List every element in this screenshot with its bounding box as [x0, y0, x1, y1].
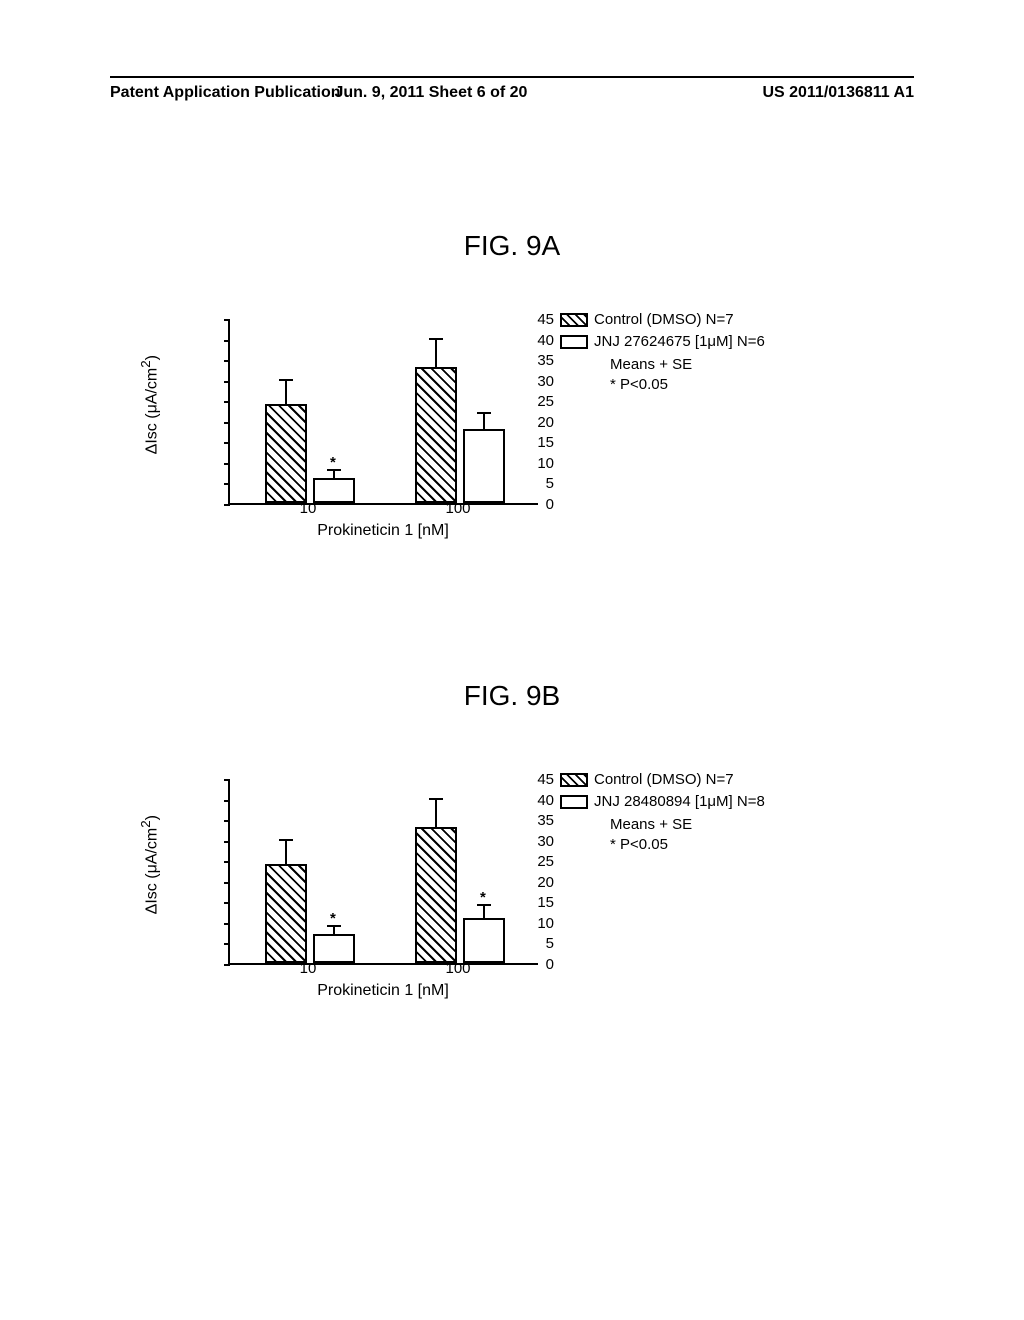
y-tick-label: 0 — [514, 496, 554, 513]
legend-note: * P<0.05 — [560, 375, 765, 395]
significance-marker: * — [330, 910, 336, 927]
legend-label: JNJ 27624675 [1μM] N=6 — [594, 332, 765, 352]
plot-area: * — [228, 320, 538, 505]
y-tick-label: 35 — [514, 812, 554, 829]
legend-label: JNJ 28480894 [1μM] N=8 — [594, 792, 765, 812]
error-bar — [435, 799, 437, 828]
y-tick — [224, 463, 230, 465]
y-tick — [224, 340, 230, 342]
y-tick — [224, 882, 230, 884]
error-bar — [333, 926, 335, 934]
y-tick-label: 35 — [514, 352, 554, 369]
x-tick-label: 100 — [438, 500, 478, 517]
legend-item: Control (DMSO) N=7 — [560, 770, 765, 790]
y-tick — [224, 841, 230, 843]
y-tick — [224, 483, 230, 485]
legend: Control (DMSO) N=7JNJ 28480894 [1μM] N=8… — [560, 770, 765, 855]
error-bar — [285, 840, 287, 865]
y-tick-label: 45 — [514, 311, 554, 328]
y-axis-label: ΔIsc (μA/cm2) — [140, 770, 160, 960]
y-tick-label: 20 — [514, 414, 554, 431]
error-cap — [279, 379, 293, 381]
legend-swatch — [560, 313, 588, 327]
y-tick-label: 20 — [514, 874, 554, 891]
error-bar — [483, 905, 485, 917]
y-tick — [224, 401, 230, 403]
y-tick — [224, 381, 230, 383]
plot-area: ** — [228, 780, 538, 965]
legend-label: Control (DMSO) N=7 — [594, 770, 734, 790]
x-axis-label: Prokineticin 1 [nM] — [228, 522, 538, 540]
legend: Control (DMSO) N=7JNJ 27624675 [1μM] N=6… — [560, 310, 765, 395]
legend-swatch — [560, 773, 588, 787]
y-tick — [224, 422, 230, 424]
x-tick-label: 100 — [438, 960, 478, 977]
error-cap — [279, 839, 293, 841]
figure-a-chart: * 0 5 10 15 20 25 30 35 40 45 ΔIsc (μA/cm2) Prokinet… — [130, 310, 870, 570]
legend-item: Control (DMSO) N=7 — [560, 310, 765, 330]
header-right: US 2011/0136811 A1 — [762, 84, 914, 102]
x-axis-label: Prokineticin 1 [nM] — [228, 982, 538, 1000]
y-tick — [224, 943, 230, 945]
y-tick-label: 25 — [514, 853, 554, 870]
figure-b-title: FIG. 9B — [464, 680, 560, 712]
bar — [313, 934, 355, 963]
y-tick-label: 40 — [514, 792, 554, 809]
bar — [463, 918, 505, 963]
y-axis-label: ΔIsc (μA/cm2) — [140, 310, 160, 500]
legend-item: JNJ 28480894 [1μM] N=8 — [560, 792, 765, 812]
y-tick-label: 10 — [514, 455, 554, 472]
figure-b-chart: **051015202530354045ΔIsc (μA/cm2)Prokine… — [130, 770, 870, 1030]
figure-a-title: FIG. 9A — [464, 230, 560, 262]
error-cap — [477, 412, 491, 414]
error-bar — [483, 413, 485, 429]
y-tick-label: 30 — [514, 833, 554, 850]
y-tick-label: 10 — [514, 915, 554, 932]
y-tick — [224, 779, 230, 781]
y-tick — [224, 360, 230, 362]
y-tick-label: 40 — [514, 332, 554, 349]
bar — [415, 827, 457, 963]
y-tick — [224, 504, 230, 506]
y-tick — [224, 319, 230, 321]
y-tick-label: 30 — [514, 373, 554, 390]
header-rule — [110, 76, 914, 78]
bar — [265, 404, 307, 503]
legend-note: Means + SE — [560, 815, 765, 835]
bar — [463, 429, 505, 503]
y-tick — [224, 964, 230, 966]
y-tick — [224, 800, 230, 802]
y-tick-label: 15 — [514, 434, 554, 451]
legend-swatch — [560, 335, 588, 349]
legend-item: JNJ 27624675 [1μM] N=6 — [560, 332, 765, 352]
legend-note: Means + SE — [560, 355, 765, 375]
y-tick — [224, 923, 230, 925]
y-tick — [224, 820, 230, 822]
legend-label: Control (DMSO) N=7 — [594, 310, 734, 330]
bar — [415, 367, 457, 503]
y-tick — [224, 902, 230, 904]
bar — [265, 864, 307, 963]
significance-marker: * — [330, 454, 336, 471]
legend-note: * P<0.05 — [560, 835, 765, 855]
error-bar — [435, 339, 437, 368]
error-bar — [285, 380, 287, 405]
significance-marker: * — [480, 889, 486, 906]
error-bar — [333, 470, 335, 478]
x-tick-label: 10 — [288, 500, 328, 517]
y-tick-label: 5 — [514, 475, 554, 492]
y-tick-label: 45 — [514, 771, 554, 788]
y-tick-label: 25 — [514, 393, 554, 410]
y-tick-label: 5 — [514, 935, 554, 952]
legend-swatch — [560, 795, 588, 809]
y-tick-label: 0 — [514, 956, 554, 973]
x-tick-label: 10 — [288, 960, 328, 977]
y-tick — [224, 442, 230, 444]
header-center: Jun. 9, 2011 Sheet 6 of 20 — [334, 84, 527, 102]
error-cap — [429, 338, 443, 340]
y-tick-label: 15 — [514, 894, 554, 911]
error-cap — [429, 798, 443, 800]
y-tick — [224, 861, 230, 863]
header-left: Patent Application Publication — [110, 84, 341, 102]
